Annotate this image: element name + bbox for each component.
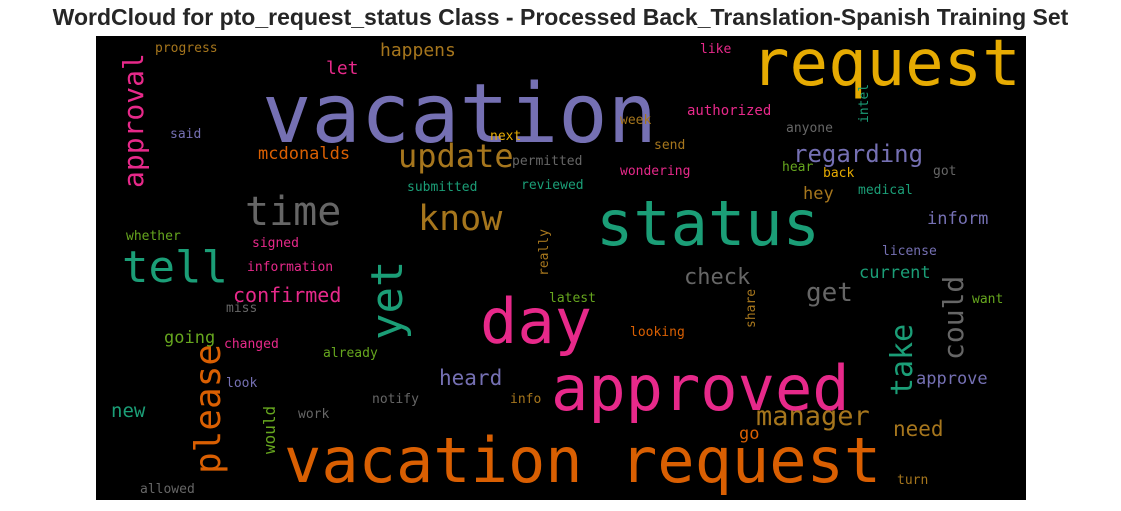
chart-title: WordCloud for pto_request_status Class -… (52, 4, 1069, 30)
word-cloud-canvas: vacation request status vacation request app… (96, 36, 1026, 500)
word-need: need (893, 417, 944, 441)
word-approval: approval (117, 53, 150, 188)
word-yet: yet (362, 260, 413, 340)
word-let: let (326, 58, 359, 79)
word-anyone: anyone (786, 121, 833, 136)
word-manager: manager (756, 401, 870, 432)
word-check: check (684, 265, 751, 290)
word-back: back (823, 166, 855, 181)
word-permitted: permitted (512, 154, 583, 169)
word-said: said (170, 127, 202, 142)
word-license: license (882, 244, 937, 259)
word-approve: approve (916, 369, 988, 389)
word-day: day (480, 285, 592, 358)
word-would: would (260, 405, 279, 454)
word-want: want (972, 292, 1004, 307)
word-request: request (751, 36, 1021, 101)
word-approved: approved (551, 352, 850, 425)
word-know: know (418, 199, 503, 239)
word-hey: hey (803, 184, 834, 204)
word-go: go (739, 424, 760, 444)
word-tell: tell (122, 242, 228, 293)
word-latest: latest (549, 291, 596, 306)
word-share: share (744, 288, 759, 328)
word-inform: inform (927, 209, 989, 229)
word-looking: looking (630, 325, 685, 340)
word-reviewed: reviewed (521, 178, 584, 193)
word-week: week (620, 113, 652, 128)
word-heard: heard (439, 366, 503, 390)
word-status: status (596, 187, 820, 260)
word-work: work (298, 407, 330, 422)
word-progress: progress (155, 41, 218, 56)
word-vacation: vacation (262, 67, 657, 162)
word-time: time (245, 189, 342, 235)
word-info: info (510, 392, 542, 407)
word-look: look (226, 376, 258, 391)
word-going: going (164, 328, 216, 348)
word-medical: medical (858, 183, 913, 198)
word-get: get (806, 278, 853, 308)
word-changed: changed (224, 337, 279, 352)
word-notify: notify (372, 392, 419, 407)
word-could: could (937, 275, 970, 360)
word-vacation-request: vacation request (284, 424, 882, 497)
word-please: please (188, 343, 229, 474)
word-information: information (247, 260, 334, 275)
word-regarding: regarding (793, 140, 924, 168)
word-like: like (700, 42, 732, 57)
word-really: really (537, 229, 552, 276)
word-current: current (859, 263, 931, 283)
word-submitted: submitted (407, 180, 478, 195)
word-turn: turn (897, 473, 929, 488)
word-authorized: authorized (687, 103, 772, 119)
word-update: update (398, 137, 514, 175)
word-miss: miss (226, 301, 258, 316)
word-mcdonalds: mcdonalds (258, 144, 351, 164)
word-hear: hear (782, 160, 814, 175)
word-confirmed: confirmed (233, 283, 342, 307)
word-send: send (654, 138, 686, 153)
word-already: already (323, 346, 378, 361)
word-take: take (885, 323, 920, 396)
word-got: got (933, 164, 957, 179)
word-new: new (111, 400, 146, 422)
word-allowed: allowed (140, 482, 195, 497)
word-whether: whether (126, 229, 181, 244)
word-intel: intel (857, 83, 872, 123)
word-next: next (490, 129, 522, 144)
word-wondering: wondering (620, 164, 691, 179)
word-signed: signed (252, 236, 299, 251)
word-happens: happens (380, 40, 456, 61)
